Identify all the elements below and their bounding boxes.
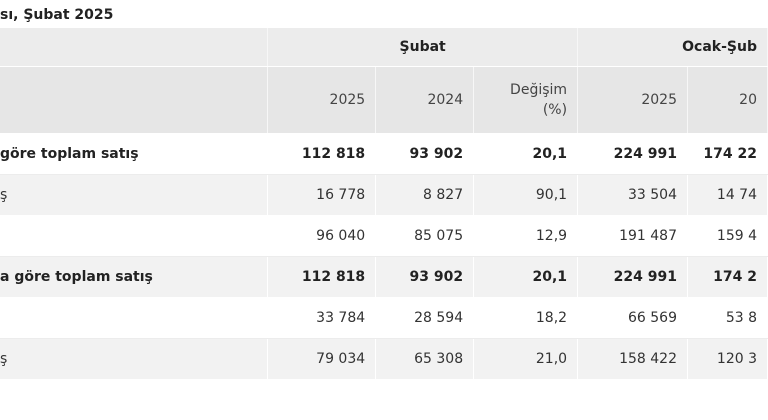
cell-cum-2024: 53 8 [687,297,768,339]
cell-2025: 112 818 [267,133,377,175]
cell-2025: 16 778 [267,174,377,216]
row-label: a göre toplam satış [0,256,269,298]
cell-2025: 79 034 [267,338,377,380]
table-title: sı, Şubat 2025 [0,7,114,23]
table-row: ş 79 034 65 308 21,0 158 422 120 3 [0,338,768,380]
cell-cum-2024: 174 22 [687,133,768,175]
row-label: ş [0,338,269,380]
cell-2025: 33 784 [267,297,377,339]
header-group-month: Şubat [267,28,579,67]
sales-table: Şubat Ocak-Şub 2025 2024 Değişim (%) 202… [0,28,768,380]
cell-2024: 85 075 [375,215,475,257]
row-label [0,297,269,339]
cell-cum-2024: 14 74 [687,174,768,216]
cell-2024: 8 827 [375,174,475,216]
cell-cum-2025: 66 569 [577,297,688,339]
table-row: ş 16 778 8 827 90,1 33 504 14 74 [0,174,768,216]
table-row: 96 040 85 075 12,9 191 487 159 4 [0,215,768,257]
cell-2024: 93 902 [375,256,475,298]
row-label: ş [0,174,269,216]
cell-cum-2024: 120 3 [687,338,768,380]
header-year-2025: 2025 [267,66,377,134]
cell-2025: 96 040 [267,215,377,257]
cell-change: 20,1 [473,256,579,298]
cell-change: 18,2 [473,297,579,339]
cell-2024: 93 902 [375,133,475,175]
cell-2024: 65 308 [375,338,475,380]
header-empty-cell [0,66,269,134]
cell-change: 21,0 [473,338,579,380]
header-change: Değişim (%) [473,66,579,134]
header-change-label: Değişim [510,82,568,98]
header-row-years: 2025 2024 Değişim (%) 2025 20 [0,66,768,134]
header-group-cumulative: Ocak-Şub [577,28,768,67]
header-cum-year-2025: 2025 [577,66,688,134]
cell-2025: 112 818 [267,256,377,298]
cell-change: 12,9 [473,215,579,257]
cell-2024: 28 594 [375,297,475,339]
cell-cum-2024: 174 2 [687,256,768,298]
cell-cum-2025: 224 991 [577,133,688,175]
cell-cum-2024: 159 4 [687,215,768,257]
cell-cum-2025: 158 422 [577,338,688,380]
cell-cum-2025: 191 487 [577,215,688,257]
cell-cum-2025: 224 991 [577,256,688,298]
table-row: a göre toplam satış 112 818 93 902 20,1 … [0,256,768,298]
row-label [0,215,269,257]
header-year-2024: 2024 [375,66,475,134]
header-empty-cell [0,28,269,67]
cell-change: 20,1 [473,133,579,175]
header-change-unit: (%) [542,102,568,118]
header-cum-year-2024: 20 [687,66,768,134]
header-row-groups: Şubat Ocak-Şub [0,28,768,67]
cell-change: 90,1 [473,174,579,216]
cell-cum-2025: 33 504 [577,174,688,216]
row-label: göre toplam satış [0,133,269,175]
table-row: göre toplam satış 112 818 93 902 20,1 22… [0,133,768,175]
table-row: 33 784 28 594 18,2 66 569 53 8 [0,297,768,339]
